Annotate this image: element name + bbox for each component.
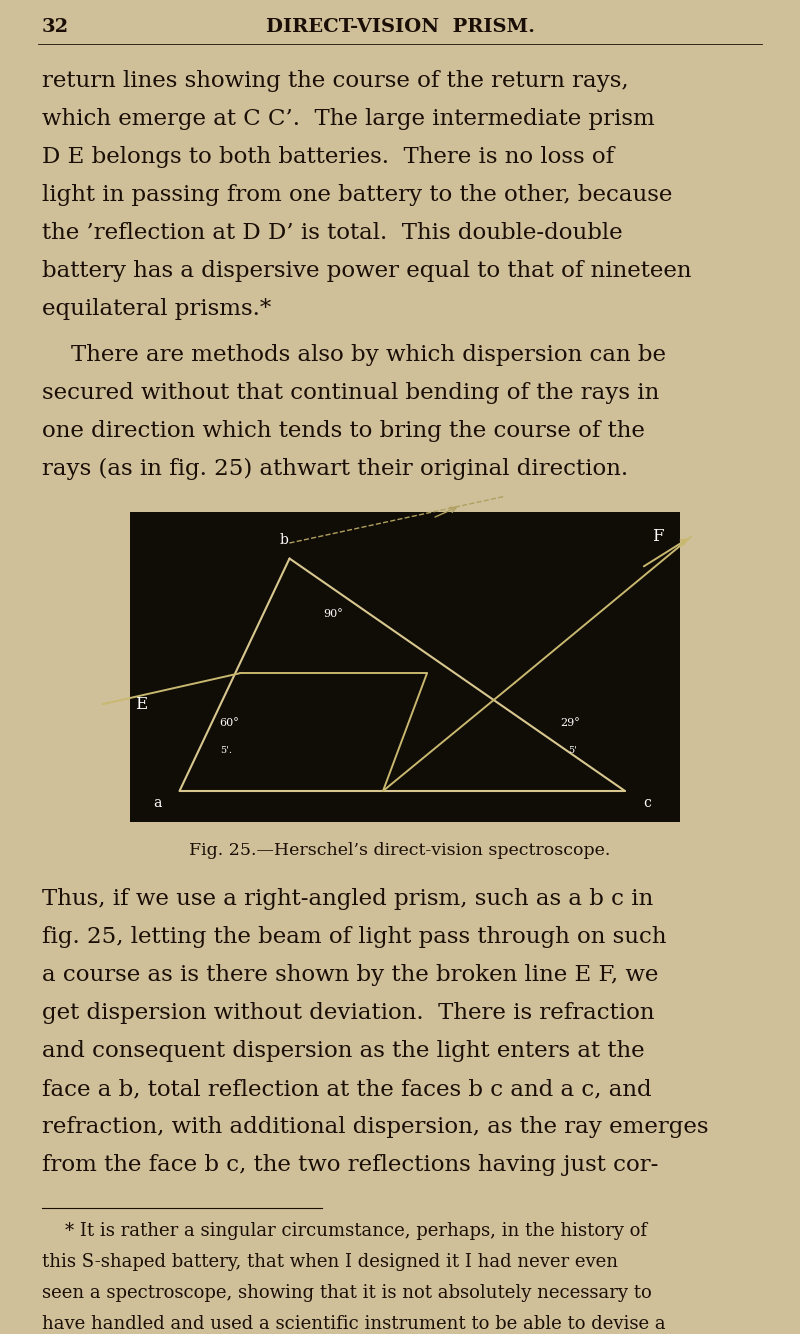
Text: Fig. 25.—Herschel’s direct-vision spectroscope.: Fig. 25.—Herschel’s direct-vision spectr… bbox=[190, 842, 610, 859]
Text: this S-shaped battery, that when I designed it I had never even: this S-shaped battery, that when I desig… bbox=[42, 1253, 618, 1271]
Text: D E belongs to both batteries.  There is no loss of: D E belongs to both batteries. There is … bbox=[42, 145, 614, 168]
Text: E: E bbox=[135, 696, 148, 712]
Text: light in passing from one battery to the other, because: light in passing from one battery to the… bbox=[42, 184, 672, 205]
Text: battery has a dispersive power equal to that of nineteen: battery has a dispersive power equal to … bbox=[42, 260, 691, 281]
Text: fig. 25, letting the beam of light pass through on such: fig. 25, letting the beam of light pass … bbox=[42, 926, 666, 948]
Text: * It is rather a singular circumstance, perhaps, in the history of: * It is rather a singular circumstance, … bbox=[42, 1222, 647, 1241]
Text: the ’reflection at D D’ is total.  This double-double: the ’reflection at D D’ is total. This d… bbox=[42, 221, 622, 244]
Text: equilateral prisms.*: equilateral prisms.* bbox=[42, 297, 271, 320]
Text: which emerge at C C’.  The large intermediate prism: which emerge at C C’. The large intermed… bbox=[42, 108, 654, 129]
Text: 29°: 29° bbox=[560, 718, 580, 728]
Text: face a b, total reflection at the faces b c and a c, and: face a b, total reflection at the faces … bbox=[42, 1078, 652, 1101]
Text: 90°: 90° bbox=[324, 610, 343, 619]
Text: have handled and used a scientific instrument to be able to devise a: have handled and used a scientific instr… bbox=[42, 1315, 666, 1333]
Text: 32: 32 bbox=[42, 17, 69, 36]
Text: a: a bbox=[154, 796, 162, 810]
Text: 5': 5' bbox=[568, 746, 577, 755]
Text: from the face b c, the two reflections having just cor-: from the face b c, the two reflections h… bbox=[42, 1154, 658, 1177]
Text: secured without that continual bending of the rays in: secured without that continual bending o… bbox=[42, 382, 659, 404]
Text: 60°: 60° bbox=[219, 718, 239, 728]
Text: a course as is there shown by the broken line E F, we: a course as is there shown by the broken… bbox=[42, 964, 658, 986]
Text: F: F bbox=[652, 528, 664, 546]
Text: DIRECT-VISION  PRISM.: DIRECT-VISION PRISM. bbox=[266, 17, 534, 36]
Text: rays (as in fig. 25) athwart their original direction.: rays (as in fig. 25) athwart their origi… bbox=[42, 458, 628, 480]
Bar bbox=[130, 512, 680, 822]
Text: one direction which tends to bring the course of the: one direction which tends to bring the c… bbox=[42, 420, 645, 442]
Text: and consequent dispersion as the light enters at the: and consequent dispersion as the light e… bbox=[42, 1041, 645, 1062]
Text: c: c bbox=[643, 796, 651, 810]
Text: return lines showing the course of the return rays,: return lines showing the course of the r… bbox=[42, 69, 629, 92]
Text: Thus, if we use a right-angled prism, such as a b c in: Thus, if we use a right-angled prism, su… bbox=[42, 888, 654, 910]
Text: refraction, with additional dispersion, as the ray emerges: refraction, with additional dispersion, … bbox=[42, 1117, 709, 1138]
Text: get dispersion without deviation.  There is refraction: get dispersion without deviation. There … bbox=[42, 1002, 654, 1025]
Text: 5'.: 5'. bbox=[220, 746, 232, 755]
Text: b: b bbox=[279, 532, 289, 547]
Text: There are methods also by which dispersion can be: There are methods also by which dispersi… bbox=[42, 344, 666, 366]
Text: seen a spectroscope, showing that it is not absolutely necessary to: seen a spectroscope, showing that it is … bbox=[42, 1285, 652, 1302]
